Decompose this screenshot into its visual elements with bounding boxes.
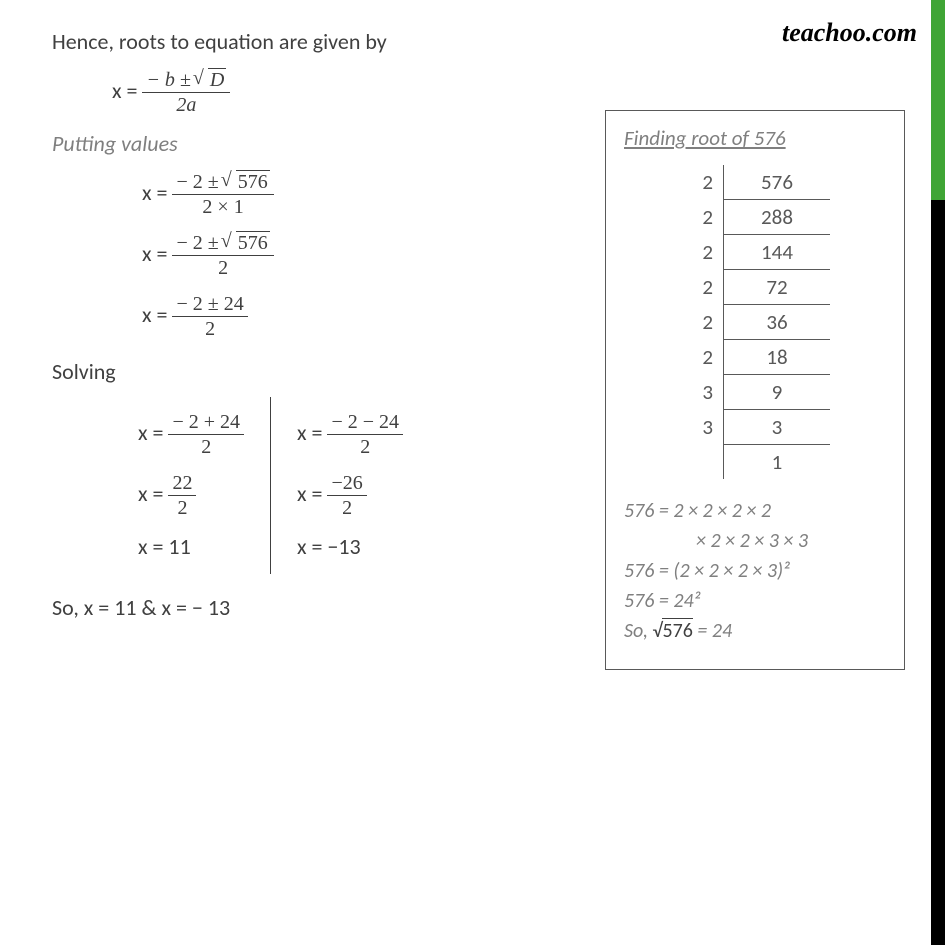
expl-1: 576 = 2 × 2 × 2 × 2 — [624, 499, 886, 523]
expl-2: × 2 × 2 × 3 × 3 — [624, 529, 886, 553]
right-bar-black — [931, 200, 945, 945]
step-3: x = − 2 ± 24 2 — [142, 293, 564, 340]
expl-4: 576 = 24² — [624, 589, 886, 613]
right-column: x = − 2 − 242 x = −262 x = −13 — [271, 397, 429, 574]
left-result: x = 11 — [138, 533, 244, 560]
den-3: 2 — [172, 317, 247, 340]
l0n: − 2 + 24 — [168, 411, 244, 435]
right-result: x = −13 — [297, 533, 403, 560]
den-2: 2 — [172, 256, 273, 279]
prime-factor-table: 25762288214427223621839331 — [680, 165, 830, 479]
prime-row: 33 — [680, 410, 830, 445]
prime-row: 218 — [680, 340, 830, 375]
r0d: 2 — [327, 435, 403, 458]
heading: Hence, roots to equation are given by — [52, 28, 564, 55]
l1d: 2 — [168, 496, 196, 519]
step-2: x = − 2 ± 576 2 — [142, 232, 564, 279]
prime-row: 2576 — [680, 165, 830, 200]
prime-row: 2144 — [680, 235, 830, 270]
prime-row: 2288 — [680, 200, 830, 235]
quadratic-formula: x = − b ± D 2a — [112, 69, 564, 116]
solving-columns: x = − 2 + 242 x = 222 x = 11 x = − 2 − 2… — [112, 397, 564, 574]
rad-2: 576 — [236, 231, 270, 254]
expl-2-text: × 2 × 2 × 3 × 3 — [624, 529, 808, 553]
watermark: teachoo.com — [782, 18, 917, 48]
lhs: x = — [112, 77, 142, 104]
r1n: −26 — [327, 472, 366, 496]
sidebox-title: Finding root of 576 — [624, 125, 886, 151]
prime-row: 236 — [680, 305, 830, 340]
expl-3: 576 = (2 × 2 × 2 × 3)² — [624, 559, 886, 583]
prime-row: 1 — [680, 445, 830, 479]
prime-row: 39 — [680, 375, 830, 410]
rad-1: 576 — [236, 170, 270, 193]
right-bar-green — [931, 0, 945, 200]
prime-row: 272 — [680, 270, 830, 305]
putting-values: Putting values — [52, 130, 564, 157]
l1n: 22 — [168, 472, 196, 496]
r1d: 2 — [327, 496, 366, 519]
r0n: − 2 − 24 — [327, 411, 403, 435]
num-3: − 2 ± 24 — [172, 293, 247, 317]
expl-5: So, √576 = 24 — [624, 619, 886, 643]
step-1: x = − 2 ± 576 2 × 1 — [142, 171, 564, 218]
den-1: 2 × 1 — [172, 195, 273, 218]
l0d: 2 — [168, 435, 244, 458]
main-content: Hence, roots to equation are given by x … — [0, 0, 600, 643]
formula-den: 2a — [142, 93, 230, 116]
solving-label: Solving — [52, 358, 564, 385]
conclusion: So, x = 11 & x = − 13 — [52, 594, 564, 621]
sqrt-sidebox: Finding root of 576 25762288214427223621… — [605, 110, 905, 670]
left-column: x = − 2 + 242 x = 222 x = 11 — [112, 397, 270, 574]
